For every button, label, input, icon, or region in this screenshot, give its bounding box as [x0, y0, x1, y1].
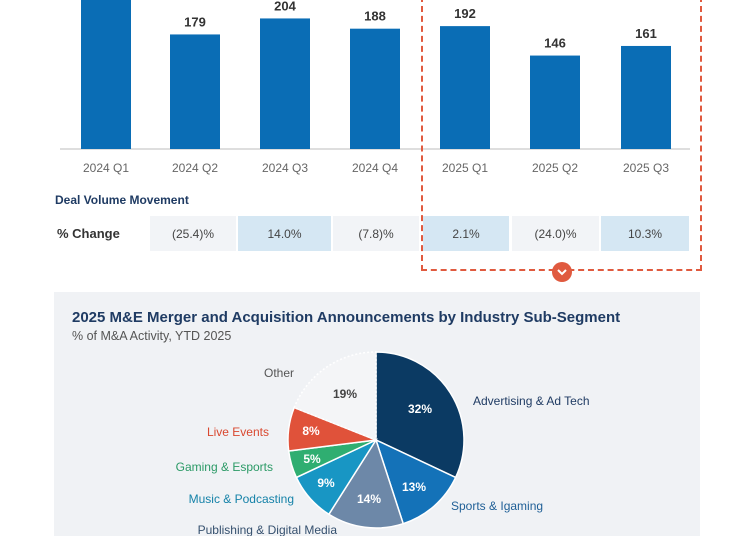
quarterly-deal-volume-bar-chart: 2024 Q1 179 2024 Q2 204 2024 Q3 188 2024 Q4 192… — [60, 0, 690, 175]
bar-value-label: 161 — [635, 26, 657, 41]
pie-chart-title: 2025 M&E Merger and Acquisition Announce… — [72, 309, 621, 326]
x-tick-label: 2025 Q3 — [623, 161, 669, 175]
pie-chart-subtitle: % of M&A Activity, YTD 2025 — [72, 329, 232, 343]
percent-change-cell: (7.8)% — [333, 216, 419, 251]
bar-2024-q1 — [81, 0, 131, 150]
bar-2025-q2 — [530, 55, 580, 150]
bar-2024-q4 — [350, 28, 400, 149]
x-tick-label: 2024 Q1 — [83, 161, 129, 175]
percent-change-row-label: % Change — [57, 226, 120, 241]
x-tick-label: 2025 Q1 — [442, 161, 488, 175]
bar-2025-q1 — [440, 26, 490, 149]
x-tick-label: 2025 Q2 — [532, 161, 578, 175]
x-tick-label: 2024 Q4 — [352, 161, 398, 175]
chevron-down-icon[interactable] — [552, 262, 572, 282]
x-tick-label: 2024 Q2 — [172, 161, 218, 175]
percent-change-cell: 2.1% — [423, 216, 509, 251]
x-tick-label: 2024 Q3 — [262, 161, 308, 175]
bar-value-label: 188 — [364, 9, 386, 24]
bar-value-label: 192 — [454, 6, 476, 21]
percent-change-cell: (24.0)% — [512, 216, 599, 251]
percent-change-cell: 14.0% — [238, 216, 331, 251]
bar-value-label: 204 — [274, 0, 296, 13]
bar-value-label: 179 — [184, 14, 206, 29]
bar-2024-q2 — [170, 34, 220, 149]
percent-change-cell: (25.4)% — [150, 216, 236, 251]
bar-2024-q3 — [260, 18, 310, 149]
bar-value-label: 146 — [544, 36, 566, 51]
deal-volume-section-label: Deal Volume Movement — [55, 193, 189, 207]
percent-change-cell: 10.3% — [601, 216, 689, 251]
bar-2025-q3 — [621, 45, 671, 149]
highlight-2025-box — [421, 0, 702, 271]
